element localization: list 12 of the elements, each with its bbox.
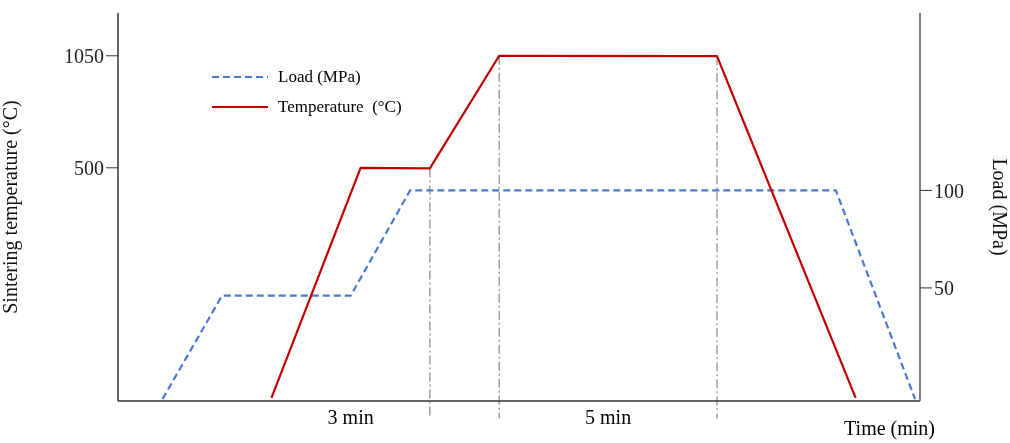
x-axis-title: Time (min) <box>844 417 935 440</box>
y-tick-label: 1050 <box>64 44 104 67</box>
y2-axis-title: Load (MPa) <box>987 158 1010 256</box>
line-series <box>270 54 857 400</box>
text: 5 min <box>584 406 633 429</box>
y2-tick-label: 100 <box>934 179 964 202</box>
y-tick-label: 500 <box>74 156 104 179</box>
legend-label: Load (MPa) <box>278 66 361 88</box>
legend-label: Temperature (°C) <box>278 96 402 118</box>
y-axis-title: Sintering temperature (°C) <box>0 100 23 314</box>
text: 3 min <box>326 406 375 429</box>
y2-tick-label: 50 <box>934 277 954 300</box>
